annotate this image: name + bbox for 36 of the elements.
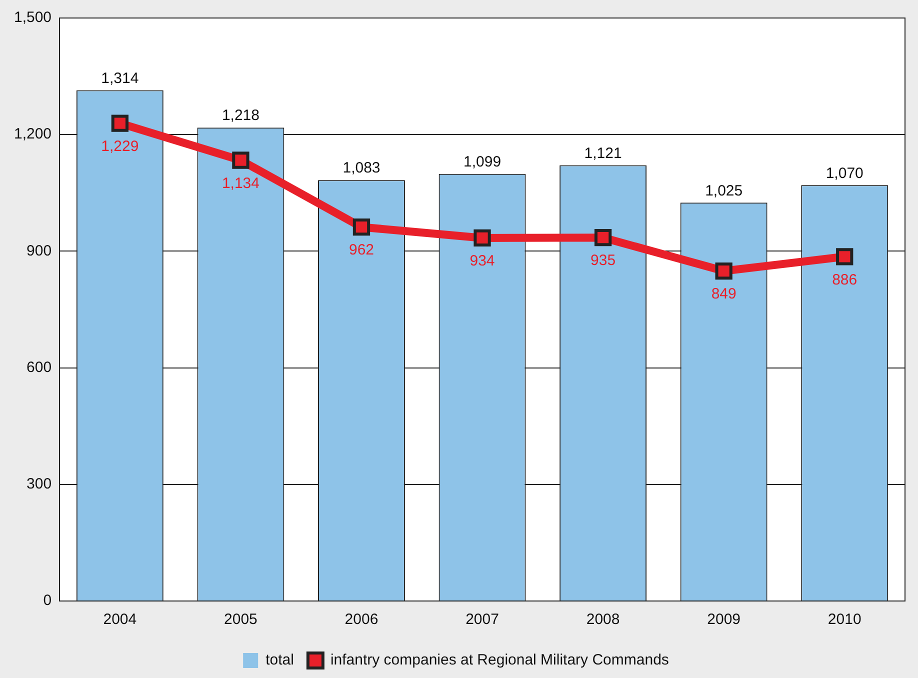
x-tick-label: 2006 — [344, 611, 378, 628]
data-label: 886 — [832, 271, 858, 288]
data-label: 1,070 — [826, 164, 864, 182]
y-tick-label: 600 — [26, 358, 52, 376]
data-label: 1,314 — [101, 70, 139, 87]
data-label: 1,025 — [705, 182, 743, 200]
data-label: 1,218 — [222, 107, 260, 124]
y-tick-label: 1,200 — [14, 126, 52, 143]
point — [594, 229, 612, 246]
legend-label: infantry companies at Regional Military Commands — [330, 652, 669, 669]
data-label: 1,229 — [101, 138, 139, 155]
x-tick-label: 2010 — [828, 611, 862, 628]
data-label: 1,099 — [463, 153, 502, 170]
point — [715, 262, 732, 280]
data-label: 1,121 — [584, 144, 622, 162]
point — [352, 218, 370, 236]
y-tick-label: 0 — [43, 592, 52, 610]
legend-label: total — [266, 652, 294, 669]
data-label: 1,083 — [342, 160, 380, 177]
point — [111, 114, 128, 132]
x-tick-label: 2007 — [466, 611, 499, 628]
x-tick-label: 2005 — [224, 611, 258, 628]
data-label: 935 — [590, 252, 616, 270]
data-label: 1,134 — [222, 174, 260, 192]
y-tick-label: 1,500 — [14, 9, 52, 26]
y-tick-label: 900 — [26, 242, 52, 260]
point — [836, 248, 854, 266]
data-label: 934 — [470, 252, 495, 270]
y-tick-label: 300 — [26, 476, 52, 493]
x-tick-label: 2008 — [586, 611, 620, 628]
data-label: 962 — [348, 242, 374, 259]
point — [474, 229, 491, 247]
data-label: 849 — [711, 286, 736, 303]
point — [232, 152, 250, 169]
x-tick-label: 2009 — [707, 611, 741, 628]
x-tick-label: 2004 — [103, 611, 137, 628]
